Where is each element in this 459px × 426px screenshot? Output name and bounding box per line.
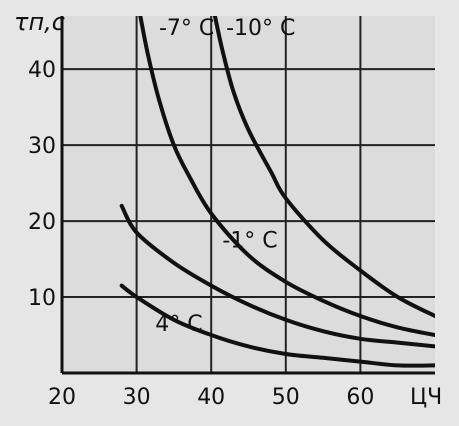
series-line-4 [119, 283, 435, 368]
x-tick-label: 40 [197, 385, 225, 410]
y-tick-label: 30 [28, 134, 56, 159]
y-tick-label: 10 [28, 286, 56, 311]
curve-label-2: -10° C [226, 16, 295, 41]
x-tick-label: 30 [123, 385, 151, 410]
x-tick-label: 50 [272, 385, 300, 410]
y-axis-label: τп,с [14, 8, 65, 36]
x-axis-label: ЦЧ [410, 385, 442, 410]
x-tick-label: 60 [346, 385, 374, 410]
plot-area [62, 16, 435, 373]
series-line-3 [119, 203, 435, 349]
x-tick-label: 20 [48, 385, 76, 410]
curve-label-3: -1° C [222, 229, 277, 254]
curve-label-4: 4° C [155, 312, 202, 337]
y-tick-label: 20 [28, 210, 56, 235]
curve-label-1: -7° C [159, 16, 214, 41]
y-tick-label: 40 [28, 58, 56, 83]
series-line-1 [138, 16, 435, 337]
series-line-2 [212, 16, 435, 318]
